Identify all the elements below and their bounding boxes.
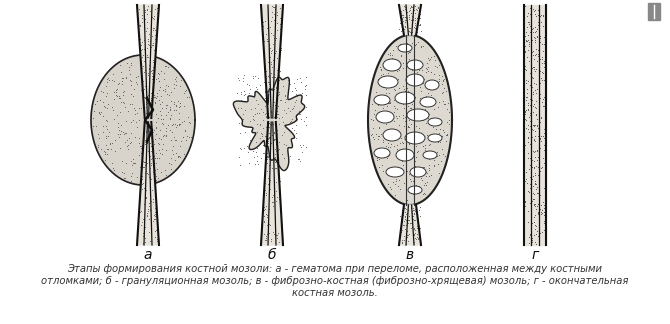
- Polygon shape: [648, 3, 660, 20]
- Polygon shape: [137, 122, 159, 245]
- Ellipse shape: [378, 76, 398, 88]
- Ellipse shape: [374, 95, 390, 105]
- Text: б: б: [268, 248, 276, 262]
- Ellipse shape: [383, 59, 401, 71]
- Polygon shape: [137, 5, 159, 118]
- Ellipse shape: [425, 80, 439, 90]
- Polygon shape: [91, 55, 195, 185]
- Ellipse shape: [383, 129, 401, 141]
- Ellipse shape: [420, 97, 436, 107]
- Ellipse shape: [374, 148, 390, 158]
- Ellipse shape: [407, 109, 429, 121]
- Polygon shape: [368, 35, 452, 205]
- Ellipse shape: [408, 186, 422, 194]
- Ellipse shape: [386, 167, 404, 177]
- Polygon shape: [399, 5, 421, 35]
- Polygon shape: [261, 122, 283, 245]
- Ellipse shape: [405, 132, 425, 144]
- Ellipse shape: [410, 167, 426, 177]
- Ellipse shape: [376, 111, 394, 123]
- Ellipse shape: [398, 44, 412, 52]
- Ellipse shape: [396, 149, 414, 161]
- Ellipse shape: [395, 92, 415, 104]
- Polygon shape: [261, 5, 283, 118]
- Ellipse shape: [428, 118, 442, 126]
- Text: в: в: [406, 248, 414, 262]
- Text: г: г: [531, 248, 539, 262]
- Ellipse shape: [428, 134, 442, 142]
- Polygon shape: [399, 205, 421, 245]
- Text: костная мозоль.: костная мозоль.: [292, 288, 378, 298]
- Ellipse shape: [406, 74, 424, 86]
- Polygon shape: [233, 77, 305, 170]
- Text: отломками; б - грануляционная мозоль; в - фиброзно-костная (фиброзно-хрящевая) м: отломками; б - грануляционная мозоль; в …: [42, 276, 628, 286]
- Ellipse shape: [423, 151, 437, 159]
- Text: а: а: [144, 248, 152, 262]
- Polygon shape: [524, 5, 546, 245]
- Text: Этапы формирования костной мозоли: а - гематома при переломе, расположенная межд: Этапы формирования костной мозоли: а - г…: [68, 264, 602, 274]
- Ellipse shape: [407, 60, 423, 70]
